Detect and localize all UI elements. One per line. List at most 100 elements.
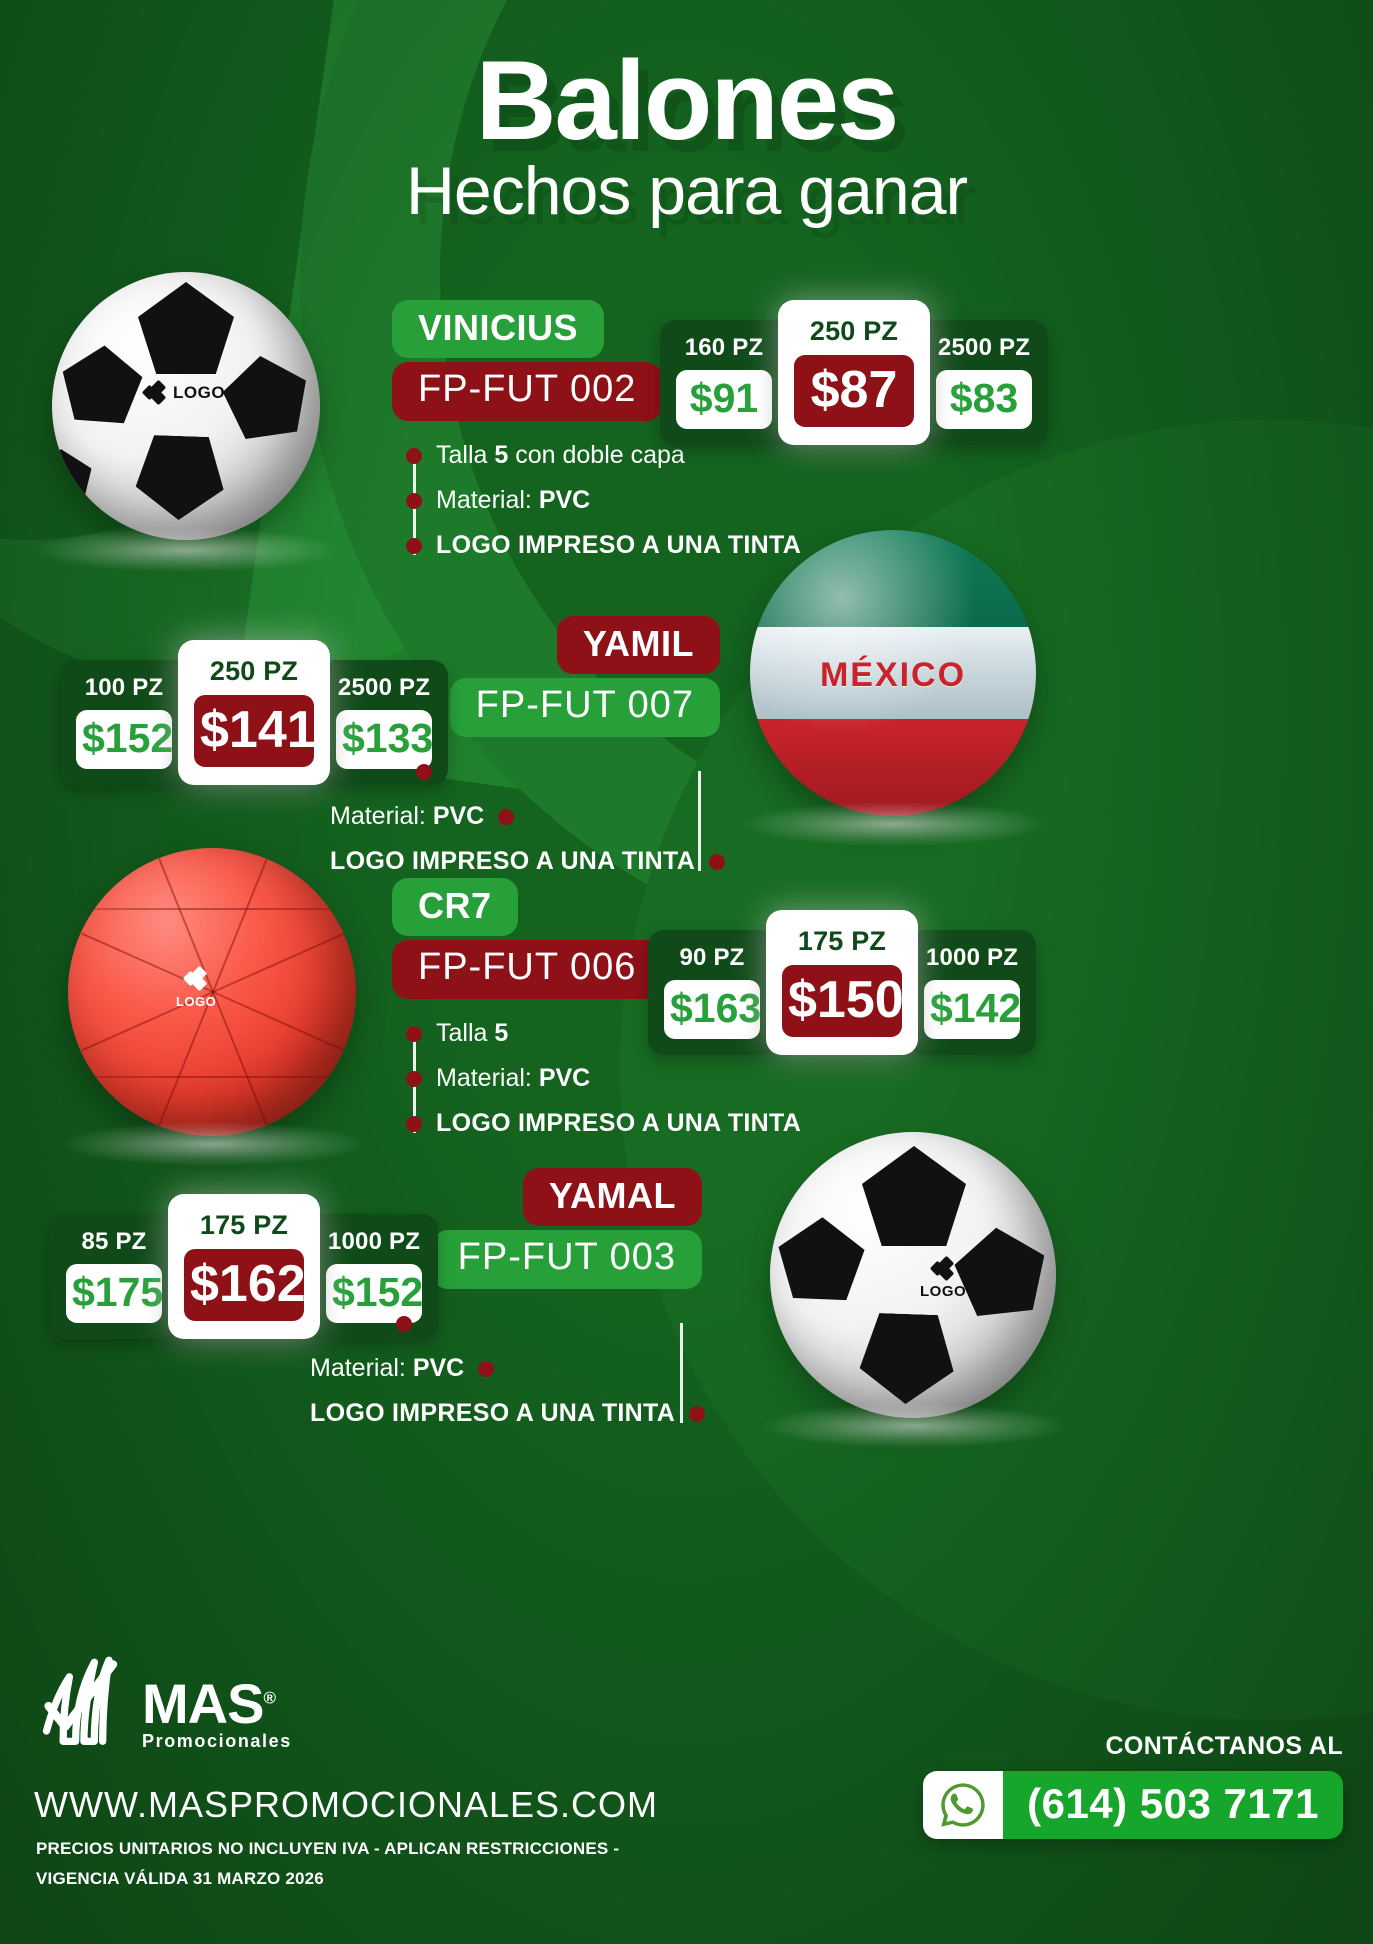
bullet-dot-icon	[406, 447, 422, 464]
spec-item: LOGO IMPRESO A UNA TINTA	[406, 533, 801, 558]
soccer-ball-red-icon: LOGO	[68, 848, 356, 1136]
price-tier-featured: 250 PZ $87	[778, 300, 930, 445]
spec-text: LOGO IMPRESO A UNA TINTA	[436, 1109, 802, 1137]
price-qty: 250 PZ	[809, 316, 899, 346]
product-info-vinicius: VINICIUS FP-FUT 002 Talla 5 con doble ca…	[392, 300, 801, 578]
price-tier-featured: 250 PZ $141	[178, 640, 330, 785]
product-image-cr7: LOGO	[58, 848, 368, 1166]
poster-footer: MAS® Promocionales WWW.MASPROMOCIONALES.…	[0, 1644, 1373, 1944]
price-tier-featured: 175 PZ $162	[168, 1194, 320, 1339]
product-code-badge-yamal: FP-FUT 003	[310, 1230, 702, 1289]
spec-item: Talla 5 con doble capa	[406, 443, 801, 468]
product-name-badge-cr7: CR7	[392, 878, 801, 936]
price-block-cr7: 90 PZ $163 175 PZ $150 1000 PZ $142	[648, 910, 1036, 1055]
price-qty: 2500 PZ	[937, 334, 1031, 361]
bullet-dot-icon	[406, 1070, 422, 1087]
contact-label: CONTÁCTANOS AL	[1105, 1732, 1343, 1760]
diamond-logo-icon	[182, 965, 208, 992]
price-qty: 85 PZ	[81, 1228, 147, 1255]
ball-shadow	[36, 528, 336, 572]
ball-logo-text: MÉXICO	[819, 655, 967, 694]
price-amount: $141	[194, 695, 316, 767]
price-tier: 1000 PZ $142	[908, 930, 1036, 1055]
mas-checkmark-logo-icon	[34, 1654, 138, 1758]
product-name-badge-vinicius: VINICIUS	[392, 300, 801, 358]
brand-logo: MAS® Promocionales	[34, 1654, 292, 1758]
spec-text: Talla 5 con doble capa	[436, 441, 685, 469]
price-qty: 1000 PZ	[327, 1228, 421, 1255]
price-amount: $91	[676, 370, 772, 429]
brand-subtitle: Promocionales	[142, 1731, 292, 1751]
price-amount: $152	[326, 1264, 423, 1323]
product-name-badge-yamil: YAMIL	[330, 616, 720, 674]
product-image-vinicius: LOGO	[36, 272, 336, 572]
spec-text: Talla 5	[436, 1019, 509, 1047]
diamond-logo-icon	[929, 1255, 955, 1282]
product-name-badge-yamal: YAMAL	[310, 1168, 702, 1226]
spec-item: Material: PVC	[330, 804, 708, 829]
price-qty: 100 PZ	[84, 674, 164, 701]
price-block-yamil: 100 PZ $152 250 PZ $141 2500 PZ $133	[60, 640, 448, 785]
product-code-badge-vinicius: FP-FUT 002	[392, 362, 801, 421]
spec-item: LOGO IMPRESO A UNA TINTA	[330, 847, 726, 875]
price-tier: 85 PZ $175	[50, 1214, 178, 1339]
bullet-dot-icon	[478, 1360, 495, 1377]
spec-text: LOGO IMPRESO A UNA TINTA	[330, 847, 696, 875]
brand-name: MAS®	[142, 1671, 276, 1735]
diamond-logo-icon	[141, 379, 167, 406]
price-amount: $163	[664, 980, 761, 1039]
bullet-dot-icon	[396, 1315, 413, 1332]
price-tier: 2500 PZ $83	[920, 320, 1048, 445]
spec-text: Material: PVC	[436, 486, 591, 514]
disclaimer-text: PRECIOS UNITARIOS NO INCLUYEN IVA - APLI…	[36, 1834, 619, 1894]
website-url[interactable]: WWW.MASPROMOCIONALES.COM	[34, 1784, 659, 1825]
price-qty: 1000 PZ	[925, 944, 1019, 971]
bullet-dot-icon	[406, 1025, 422, 1042]
whatsapp-button[interactable]: (614) 503 7171	[923, 1771, 1343, 1839]
price-tier: 160 PZ $91	[660, 320, 788, 445]
disclaimer-line-2: VIGENCIA VÁLIDA 31 MARZO 2026	[36, 1868, 324, 1888]
bullet-dot-icon	[406, 1115, 422, 1132]
price-qty: 160 PZ	[684, 334, 764, 361]
product-info-yamal: YAMAL FP-FUT 003 Talla 5 Material: PVC L…	[310, 1168, 706, 1446]
product-specs-cr7: Talla 5 Material: PVC LOGO IMPRESO A UNA…	[406, 1021, 801, 1136]
brand-text: MAS® Promocionales	[142, 1671, 292, 1752]
spec-item: LOGO IMPRESO A UNA TINTA	[310, 1399, 706, 1427]
ball-logo-text: LOGO	[176, 994, 217, 1009]
ball-logo-stamp: LOGO	[920, 1255, 967, 1300]
page-subtitle: Hechos para ganar	[405, 153, 968, 230]
bullet-dot-icon	[406, 492, 422, 509]
spec-text: Material: PVC	[310, 1354, 465, 1382]
price-amount: $142	[924, 980, 1021, 1039]
price-amount: $175	[66, 1264, 163, 1323]
spec-item: Material: PVC	[406, 488, 801, 513]
price-tier: 100 PZ $152	[60, 660, 188, 785]
price-qty: 90 PZ	[679, 944, 745, 971]
product-specs-vinicius: Talla 5 con doble capa Material: PVC LOG…	[406, 443, 801, 558]
disclaimer-line-1: PRECIOS UNITARIOS NO INCLUYEN IVA - APLI…	[36, 1839, 620, 1858]
spec-text: LOGO IMPRESO A UNA TINTA	[310, 1399, 676, 1427]
price-block-yamal: 85 PZ $175 175 PZ $162 1000 PZ $152	[50, 1194, 438, 1339]
price-qty: 175 PZ	[797, 926, 887, 956]
price-tier: 90 PZ $163	[648, 930, 776, 1055]
spec-item: Material: PVC	[406, 1066, 801, 1091]
spec-item: Talla 5	[406, 1021, 801, 1046]
registered-trademark-icon: ®	[263, 1688, 275, 1708]
bullet-dot-icon	[689, 1405, 706, 1422]
price-amount: $162	[184, 1249, 306, 1321]
product-image-yamil: MÉXICO	[738, 530, 1048, 846]
ball-logo-text: LOGO	[173, 383, 226, 402]
price-qty: 2500 PZ	[337, 674, 431, 701]
product-code-badge-cr7: FP-FUT 006	[392, 940, 801, 999]
bullet-dot-icon	[416, 763, 433, 780]
ball-logo-stamp: LOGO	[176, 965, 217, 1009]
ball-shadow	[63, 1122, 363, 1166]
product-code-badge-yamil: FP-FUT 007	[330, 678, 720, 737]
ball-logo-stamp: LOGO	[141, 379, 226, 406]
price-tier-featured: 175 PZ $150	[766, 910, 918, 1055]
bullet-dot-icon	[498, 808, 515, 825]
ball-logo-text: LOGO	[920, 1283, 967, 1300]
ball-shadow	[743, 802, 1043, 846]
price-block-vinicius: 160 PZ $91 250 PZ $87 2500 PZ $83	[660, 300, 1048, 445]
